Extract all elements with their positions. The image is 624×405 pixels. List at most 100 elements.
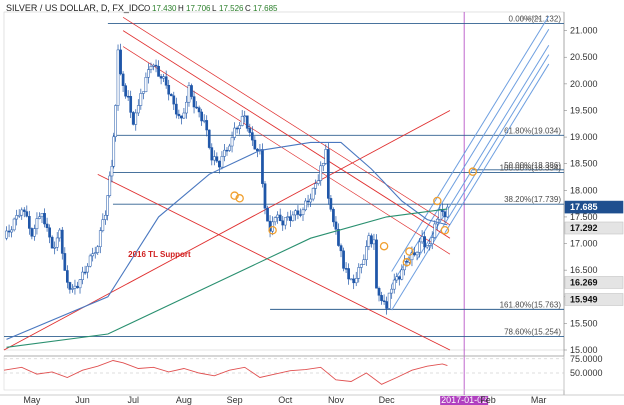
candle-body (91, 253, 95, 257)
candle-body (352, 278, 356, 284)
ohlc-open-label: O (144, 4, 150, 13)
y-tick-label: 19.000 (570, 132, 598, 142)
candle-body (88, 255, 92, 267)
plot-frame (3, 11, 565, 351)
pivot-marker (433, 196, 442, 206)
ohlc-low: 17.526 (219, 4, 244, 13)
price-tag-label: 16.269 (570, 277, 598, 287)
candle-body (339, 245, 343, 252)
candle-body (283, 217, 287, 226)
annotations: 2016 TL Support (128, 250, 191, 259)
candle-body (311, 188, 315, 200)
candle-body (380, 295, 383, 301)
candle-body (299, 214, 302, 216)
candle-body (197, 107, 201, 113)
current-date-tag (440, 396, 489, 405)
candles (5, 43, 449, 315)
x-tick-label: Nov (328, 395, 345, 405)
candle-body (443, 211, 447, 218)
x-tick-label: Sep (227, 395, 243, 405)
pitchfork-line (444, 63, 550, 234)
rsi-panel: 75.0000 50.0000 (3, 354, 603, 391)
ma-slow-line (6, 208, 448, 348)
chart-grid (0, 11, 624, 396)
candle-body (182, 112, 186, 119)
candle-body (438, 209, 442, 220)
fib-level-label: 38.20%(17.739) (504, 195, 561, 204)
support-annotation: 2016 TL Support (128, 250, 191, 259)
x-tick-label: 2017-01-02 (441, 395, 487, 405)
candle-body (365, 246, 368, 260)
ohlc-high-label: H (178, 4, 184, 13)
candle-body (93, 252, 97, 254)
candle-body (314, 183, 318, 189)
candle-body (326, 149, 330, 199)
candle-body (205, 120, 209, 131)
candle-body (202, 120, 206, 122)
price-tag-label: 17.292 (570, 223, 598, 233)
candle-body (212, 156, 216, 161)
candle-body (195, 106, 198, 109)
candle-body (332, 209, 335, 223)
y-tick-label: 20.000 (570, 79, 598, 89)
candle-body (177, 113, 181, 117)
pivot-marker (405, 247, 414, 256)
y-tick-label: 18.500 (570, 159, 598, 169)
candle-body (420, 236, 424, 243)
candle-body (53, 247, 57, 249)
pitchfork-line (391, 15, 550, 272)
fib-level-label: 0.00%(21.132) (509, 15, 562, 24)
channel-parallel-line (122, 46, 451, 255)
candle-body (124, 85, 127, 97)
candle-body (215, 156, 219, 162)
candle-body (162, 76, 165, 79)
candle-body (71, 288, 74, 290)
fib-level-label: 50.00%(18.386) (504, 161, 561, 170)
x-tick-label: Jun (75, 395, 90, 405)
y-tick-label: 19.500 (570, 105, 598, 115)
fib-level-label: 78.60%(15.254) (504, 327, 561, 336)
rsi-axis-label: 75.0000 (570, 354, 603, 364)
candle-body (210, 147, 214, 161)
candle-body (159, 76, 163, 79)
y-axis: 21.000 20.500 20.000 19.500 19.000 18.500 18.0… (564, 26, 624, 355)
candle-body (110, 166, 114, 177)
candle-body (220, 156, 224, 168)
candle-body (425, 245, 429, 248)
x-tick-label: Feb (480, 395, 496, 405)
candle-body (147, 69, 150, 78)
candle-body (223, 149, 226, 157)
ohlc-readout: O 17.430 H 17.706 L 17.526 C 17.685 (144, 4, 278, 13)
price-tag-label: 17.685 (570, 202, 598, 212)
candle-body (15, 215, 19, 220)
fib-level-label: 61.80%(19.034) (504, 126, 561, 135)
candle-body (192, 96, 196, 108)
fib-level-label: 100.00%(18.334) (500, 164, 562, 173)
price-tag-label: 15.949 (570, 294, 598, 304)
x-tick-label: Oct (278, 395, 293, 405)
pitchfork-line (416, 44, 550, 260)
y-tick-label: 18.000 (570, 185, 598, 195)
candle-body (81, 271, 84, 281)
candle-body (164, 76, 168, 86)
candle-body (106, 195, 109, 216)
candle-body (185, 101, 188, 114)
candle-body (35, 218, 39, 229)
candle-body (17, 214, 21, 217)
candle-body (63, 253, 67, 271)
candle-body (430, 237, 434, 244)
candle-body (58, 229, 62, 239)
candle-body (180, 115, 183, 119)
candle-body (157, 65, 160, 77)
candle-body (359, 264, 363, 268)
candle-body (78, 279, 82, 289)
candle-body (392, 279, 396, 290)
candle-body (139, 93, 143, 106)
pivot-marker (468, 167, 478, 176)
candle-body (387, 292, 391, 309)
current-price-tag (564, 200, 624, 214)
markers (230, 167, 478, 267)
candle-body (200, 111, 203, 122)
